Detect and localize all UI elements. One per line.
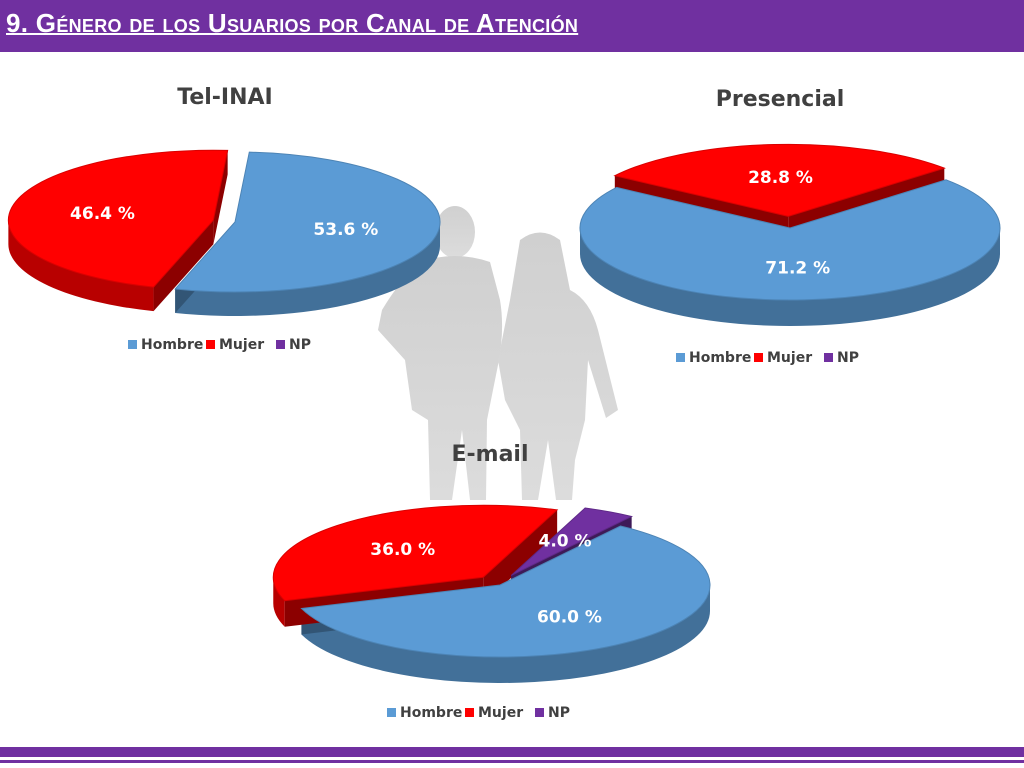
legend-swatch-mujer	[206, 340, 215, 349]
legend-label-np: NP	[837, 350, 859, 366]
legend-swatch-hombre	[676, 353, 685, 362]
legend-label-hombre: Hombre	[689, 350, 751, 366]
legend-label-np: NP	[548, 705, 570, 721]
chart-legend: Hombre Mujer NP	[387, 705, 570, 721]
data-label-mujer: 36.0 %	[370, 540, 435, 560]
data-label-hombre: 60.0 %	[537, 608, 602, 628]
slice-side-mujer	[8, 220, 154, 312]
slice-np	[510, 507, 634, 576]
slice-hombre	[174, 151, 441, 293]
data-label-mujer: 28.8 %	[748, 168, 813, 188]
chart-title: Tel-INAI	[177, 85, 273, 110]
legend-label-mujer: Mujer	[219, 337, 264, 353]
chart-title: Presencial	[716, 87, 845, 112]
legend-swatch-mujer	[754, 353, 763, 362]
couple-silhouette	[378, 206, 618, 500]
slice-cut-mujer	[153, 220, 214, 312]
legend-swatch-hombre	[128, 340, 137, 349]
legend-label-mujer: Mujer	[767, 350, 812, 366]
legend-swatch-mujer	[465, 708, 474, 717]
chart-title: E-mail	[451, 442, 528, 467]
slice-mujer	[613, 143, 946, 217]
data-label-mujer: 46.4 %	[70, 204, 135, 224]
slice-side-hombre	[580, 228, 1000, 326]
page-title: 9. Género de los Usuarios por Canal de A…	[6, 8, 579, 38]
slice-side-hombre	[301, 585, 710, 684]
data-label-hombre: 53.6 %	[313, 220, 378, 240]
chart-email: E-mail 60.0 % 36.0 % 4.0 % Hombre Mujer NP	[272, 442, 711, 721]
legend-swatch-np	[276, 340, 285, 349]
chart-presencial: Presencial 71.2 % 28.8 % Hombre Mujer NP	[579, 87, 1001, 366]
legend-label-np: NP	[289, 337, 311, 353]
data-label-hombre: 71.2 %	[765, 259, 830, 279]
legend-label-mujer: Mujer	[478, 705, 523, 721]
slice-cut-mujer	[483, 509, 558, 604]
chart-legend: Hombre Mujer NP	[128, 337, 311, 353]
slice-hombre	[579, 179, 1001, 301]
legend-label-hombre: Hombre	[400, 705, 462, 721]
legend-label-hombre: Hombre	[141, 337, 203, 353]
footer-bar	[0, 747, 1024, 757]
title-bar: 9. Género de los Usuarios por Canal de A…	[0, 0, 1024, 52]
legend-swatch-np	[824, 353, 833, 362]
data-label-np: 4.0 %	[539, 531, 592, 551]
slice-side-hombre	[175, 222, 440, 316]
slice-hombre	[300, 525, 711, 658]
legend-swatch-np	[535, 708, 544, 717]
legend-swatch-hombre	[387, 708, 396, 717]
footer-line	[0, 760, 1024, 763]
slice-mujer	[272, 504, 559, 602]
chart-tel-inai: Tel-INAI 53.6 % 46.4 % Hombre Mujer NP	[7, 85, 441, 353]
slice-mujer	[7, 149, 229, 288]
chart-legend: Hombre Mujer NP	[676, 350, 859, 366]
slice-cut-mujer	[213, 150, 228, 245]
